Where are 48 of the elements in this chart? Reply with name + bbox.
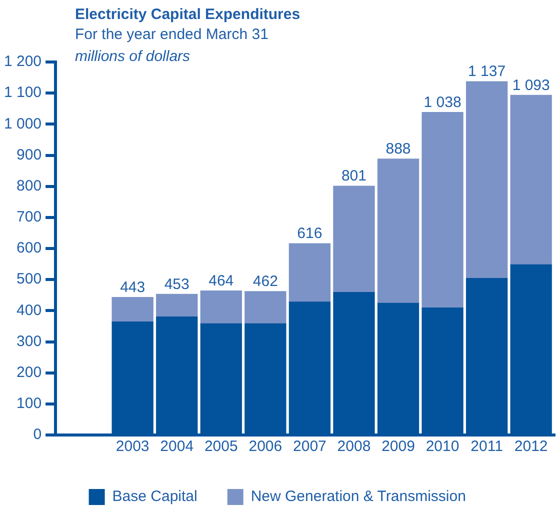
bar <box>112 296 154 322</box>
total-label: 462 <box>252 273 278 290</box>
x-tick-label: 2009 <box>382 438 415 456</box>
y-tick-label: 1 000 <box>4 115 42 132</box>
bar <box>466 81 508 279</box>
bar <box>510 94 552 265</box>
x-tick-label: 2011 <box>470 438 503 456</box>
bar <box>333 186 375 293</box>
y-tick-label: 200 <box>16 364 42 381</box>
y-tick-label: 1 100 <box>4 84 42 102</box>
x-tick-label: 2005 <box>204 438 238 456</box>
total-label: 443 <box>120 278 146 296</box>
bar <box>244 291 286 324</box>
total-label: 1 093 <box>512 76 550 94</box>
x-tick-label: 2006 <box>248 438 282 456</box>
bar <box>288 243 331 302</box>
bar <box>422 112 464 308</box>
x-tick-label: 2010 <box>426 438 460 456</box>
y-tick-label: 1 200 <box>4 53 42 70</box>
y-axis-title: millions of dollars <box>75 48 190 65</box>
x-tick-label: 2008 <box>337 438 371 456</box>
total-label: 464 <box>208 272 234 290</box>
y-tick-label: 500 <box>16 270 42 288</box>
total-label: 888 <box>386 140 411 158</box>
chart-subtitle: For the year ended March 31 <box>75 26 268 43</box>
bar <box>200 290 242 324</box>
legend-label: New Generation & Transmission <box>250 488 466 506</box>
x-tick-label: 2007 <box>293 438 326 456</box>
x-tick-label: 2012 <box>514 438 548 456</box>
y-tick-label: 700 <box>16 208 42 226</box>
y-tick-label: 800 <box>16 177 42 194</box>
bar <box>156 294 198 318</box>
total-label: 453 <box>164 276 190 293</box>
total-label: 1 137 <box>468 63 506 80</box>
x-tick-label: 2003 <box>116 438 150 456</box>
bar <box>377 158 420 304</box>
y-tick-label: 0 <box>33 426 42 444</box>
y-tick-label: 300 <box>16 332 42 350</box>
total-label: 1 038 <box>424 94 462 111</box>
y-tick-label: 400 <box>16 302 42 319</box>
y-tick-label: 900 <box>16 146 42 164</box>
total-label: 616 <box>297 225 322 242</box>
x-tick-label: 2004 <box>160 438 194 456</box>
total-label: 801 <box>341 168 366 185</box>
chart-title: Electricity Capital Expenditures <box>75 6 300 23</box>
y-tick-label: 100 <box>16 395 42 412</box>
legend-label: Base Capital <box>112 488 198 506</box>
y-tick-label: 600 <box>16 240 42 257</box>
